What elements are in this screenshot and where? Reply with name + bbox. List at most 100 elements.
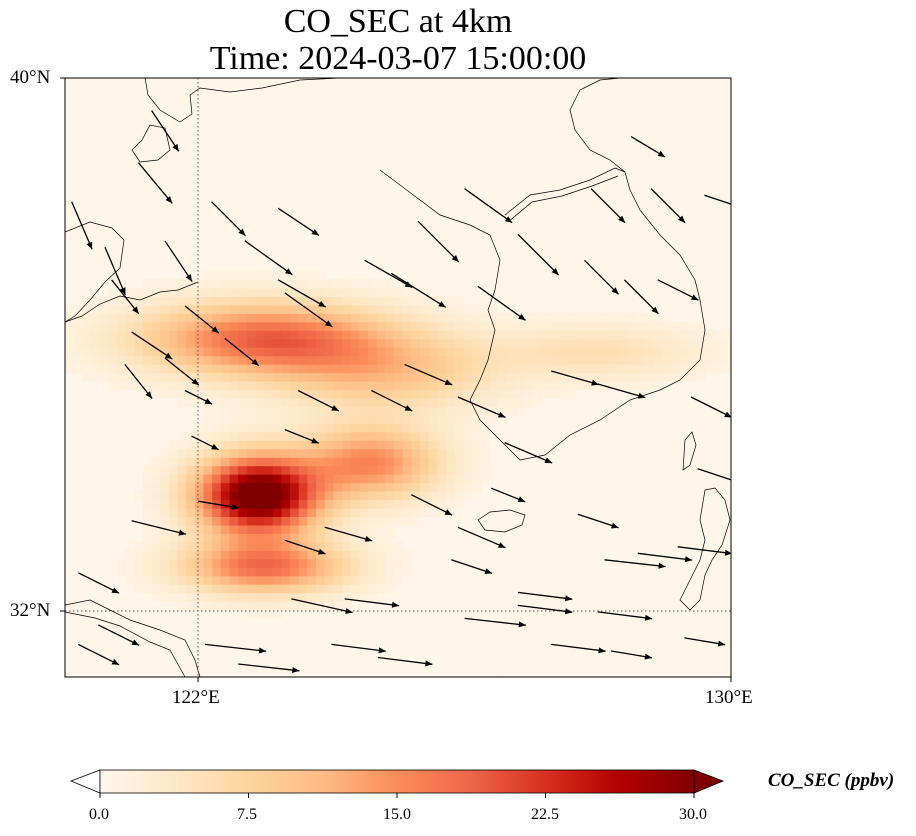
field-cell bbox=[324, 440, 335, 450]
field-cell bbox=[368, 550, 378, 560]
field-cell bbox=[471, 473, 482, 484]
field-cell bbox=[333, 448, 343, 458]
field-cell bbox=[515, 397, 525, 407]
field-cell bbox=[454, 355, 465, 365]
field-cell bbox=[238, 304, 248, 314]
field-cell bbox=[697, 363, 707, 374]
field-cell bbox=[437, 507, 447, 517]
field-cell bbox=[272, 533, 283, 543]
field-cell bbox=[714, 338, 724, 348]
field-cell bbox=[368, 346, 378, 357]
field-cell bbox=[212, 304, 222, 314]
field-cell bbox=[523, 355, 534, 365]
field-cell bbox=[359, 296, 369, 306]
field-cell bbox=[532, 372, 542, 382]
field-cell bbox=[333, 397, 343, 407]
colorbar-label: CO_SEC (ppbv) bbox=[768, 770, 895, 791]
field-cell bbox=[437, 355, 447, 365]
field-cell bbox=[307, 397, 317, 407]
field-cell bbox=[290, 482, 300, 492]
field-cell bbox=[116, 380, 127, 391]
colorbar-extend-high bbox=[693, 769, 725, 794]
field-cell bbox=[402, 363, 413, 374]
field-cell bbox=[91, 330, 101, 340]
field-cell bbox=[264, 499, 274, 509]
field-cell bbox=[428, 304, 439, 314]
field-cell bbox=[134, 567, 144, 577]
field-cell bbox=[116, 363, 127, 374]
field-cell bbox=[723, 355, 731, 365]
field-cell bbox=[264, 448, 274, 458]
field-cell bbox=[402, 346, 413, 357]
field-cell bbox=[324, 550, 335, 560]
field-cell bbox=[541, 313, 551, 323]
field-cell bbox=[255, 541, 265, 551]
field-cell bbox=[212, 414, 222, 424]
field-cell bbox=[272, 448, 283, 458]
field-cell bbox=[437, 346, 447, 357]
field-cell bbox=[402, 313, 413, 323]
field-cell bbox=[238, 465, 248, 475]
field-cell bbox=[298, 330, 309, 340]
field-cell bbox=[238, 406, 248, 416]
field-cell bbox=[428, 389, 439, 399]
colorbar-tick-label: 7.5 bbox=[237, 806, 257, 823]
field-cell bbox=[368, 533, 378, 543]
field-cell bbox=[446, 440, 456, 450]
field-cell bbox=[160, 380, 170, 391]
field-cell bbox=[290, 330, 300, 340]
field-cell bbox=[220, 338, 231, 348]
field-cell bbox=[471, 465, 482, 475]
field-cell bbox=[480, 363, 491, 374]
field-cell bbox=[264, 296, 274, 306]
field-cell bbox=[610, 346, 620, 357]
field-cell bbox=[376, 440, 387, 450]
field-cell bbox=[177, 389, 188, 399]
field-cell bbox=[160, 516, 170, 526]
field-cell bbox=[116, 558, 127, 568]
wind-arrow bbox=[284, 428, 320, 444]
field-cell bbox=[186, 524, 196, 534]
field-cell bbox=[151, 304, 162, 314]
field-cell bbox=[307, 490, 317, 501]
field-cell bbox=[411, 313, 421, 323]
field-cell bbox=[186, 440, 196, 450]
field-cell bbox=[342, 456, 352, 467]
field-cell bbox=[446, 363, 456, 374]
field-cell bbox=[428, 431, 439, 441]
colorbar-tick-label: 0.0 bbox=[89, 806, 109, 823]
field-cell bbox=[420, 490, 430, 501]
field-cell bbox=[359, 389, 369, 399]
field-cell bbox=[463, 414, 473, 424]
field-cell bbox=[368, 507, 378, 517]
field-cell bbox=[342, 524, 352, 534]
field-cell bbox=[238, 423, 248, 433]
field-cell bbox=[220, 270, 231, 280]
field-cell bbox=[515, 406, 525, 416]
field-cell bbox=[203, 541, 213, 551]
field-cell bbox=[428, 465, 439, 475]
field-cell bbox=[229, 414, 239, 424]
field-cell bbox=[333, 414, 343, 424]
field-cell bbox=[454, 296, 465, 306]
field-cell bbox=[264, 592, 274, 602]
field-cell bbox=[264, 482, 274, 492]
field-cell bbox=[272, 330, 283, 340]
field-cell bbox=[471, 304, 482, 314]
field-cell bbox=[662, 330, 672, 340]
field-cell bbox=[350, 533, 361, 543]
field-cell bbox=[316, 321, 326, 331]
field-cell bbox=[385, 346, 395, 357]
field-cell bbox=[290, 507, 300, 517]
field-cell bbox=[584, 380, 594, 391]
coastlines bbox=[65, 78, 731, 677]
map-title-line2: Time: 2024-03-07 15:00:00 bbox=[209, 40, 587, 77]
field-cell bbox=[290, 313, 300, 323]
field-cell bbox=[220, 355, 231, 365]
field-cell bbox=[316, 499, 326, 509]
field-cell bbox=[471, 363, 482, 374]
field-cell bbox=[350, 575, 361, 585]
field-cell bbox=[446, 346, 456, 357]
field-cell bbox=[177, 313, 188, 323]
field-cell bbox=[212, 440, 222, 450]
